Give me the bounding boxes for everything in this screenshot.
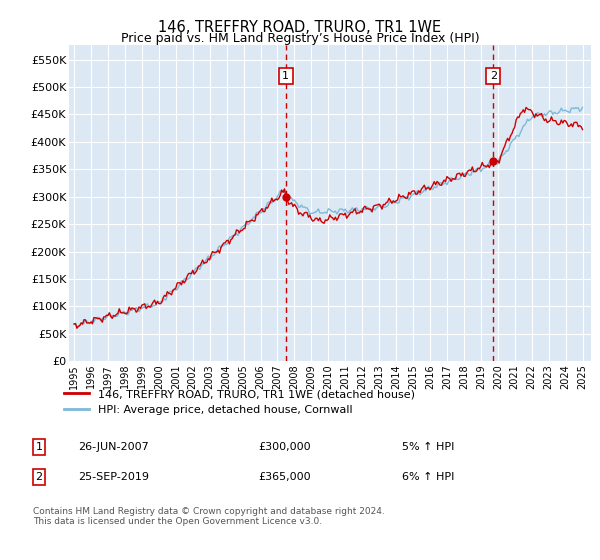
Text: 1: 1: [282, 71, 289, 81]
Text: £300,000: £300,000: [258, 442, 311, 452]
Text: 146, TREFFRY ROAD, TRURO, TR1 1WE: 146, TREFFRY ROAD, TRURO, TR1 1WE: [158, 20, 442, 35]
Text: 6% ↑ HPI: 6% ↑ HPI: [402, 472, 454, 482]
Text: 26-JUN-2007: 26-JUN-2007: [78, 442, 149, 452]
Text: Contains HM Land Registry data © Crown copyright and database right 2024.
This d: Contains HM Land Registry data © Crown c…: [33, 507, 385, 526]
Text: £365,000: £365,000: [258, 472, 311, 482]
Text: 25-SEP-2019: 25-SEP-2019: [78, 472, 149, 482]
Text: 5% ↑ HPI: 5% ↑ HPI: [402, 442, 454, 452]
Text: 2: 2: [35, 472, 43, 482]
Text: Price paid vs. HM Land Registry’s House Price Index (HPI): Price paid vs. HM Land Registry’s House …: [121, 32, 479, 45]
Text: 2: 2: [490, 71, 497, 81]
Text: 1: 1: [35, 442, 43, 452]
Legend: 146, TREFFRY ROAD, TRURO, TR1 1WE (detached house), HPI: Average price, detached: 146, TREFFRY ROAD, TRURO, TR1 1WE (detac…: [59, 384, 420, 420]
